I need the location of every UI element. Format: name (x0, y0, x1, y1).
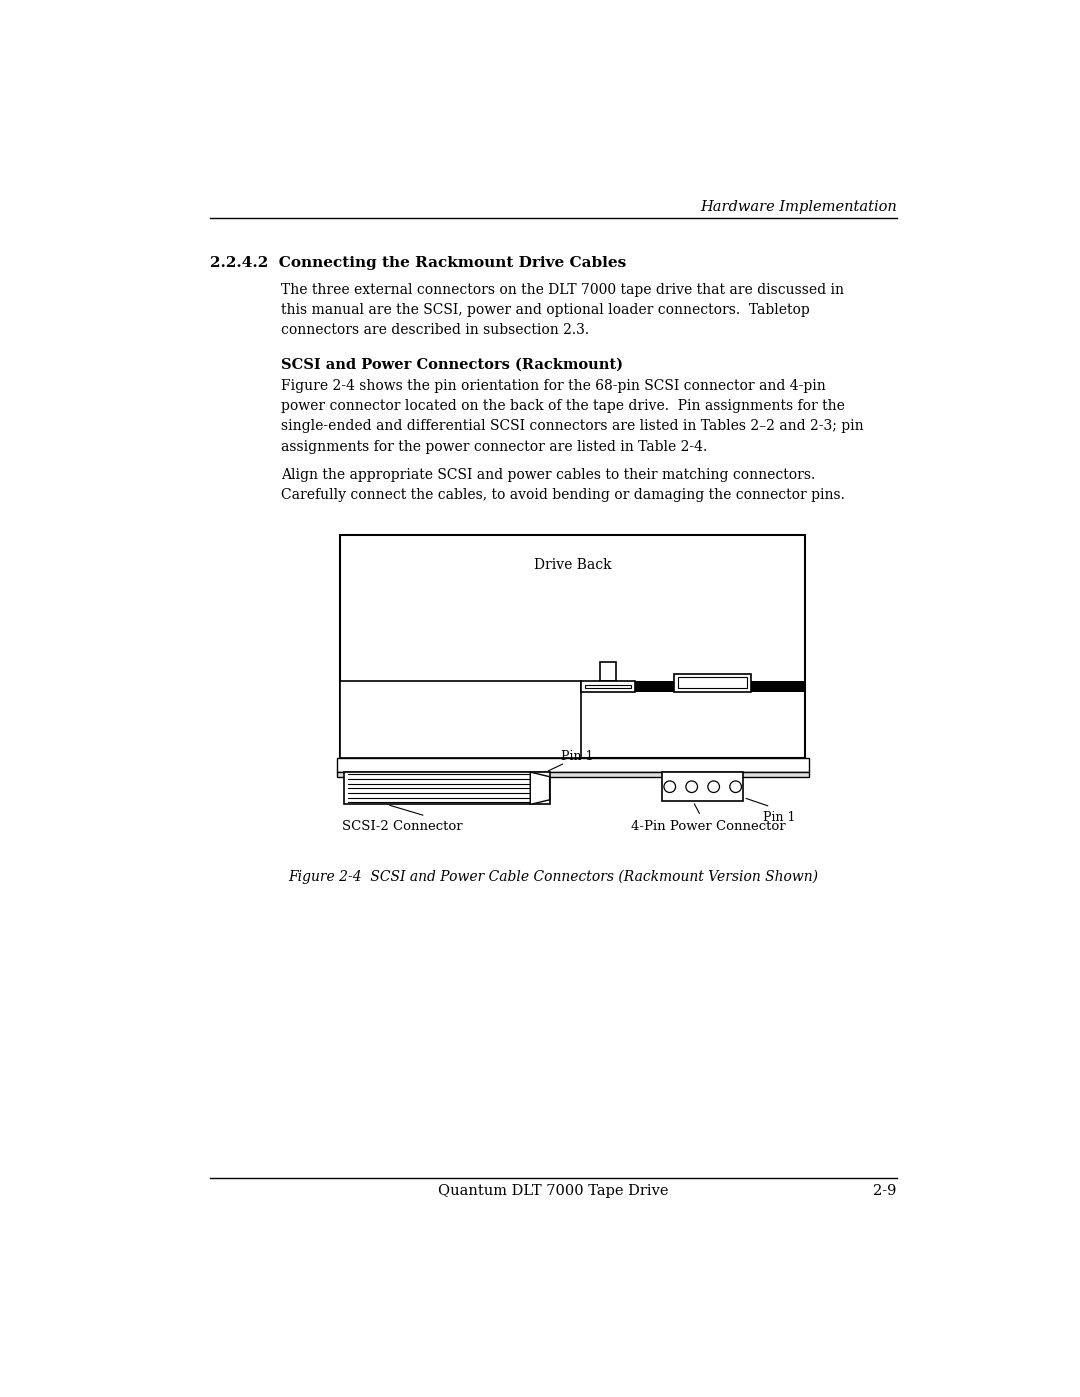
Text: SCSI-2 Connector: SCSI-2 Connector (342, 820, 462, 833)
Bar (600, 662, 616, 682)
Circle shape (730, 781, 742, 792)
Bar (662, 773, 743, 802)
Text: Pin 1: Pin 1 (762, 810, 795, 824)
Text: SCSI and Power Connectors (Rackmount): SCSI and Power Connectors (Rackmount) (282, 358, 623, 372)
Text: Hardware Implementation: Hardware Implementation (700, 200, 896, 214)
Bar (674, 673, 751, 692)
Bar (345, 773, 550, 805)
Circle shape (686, 781, 698, 792)
Text: Quantum DLT 7000 Tape Drive: Quantum DLT 7000 Tape Drive (438, 1185, 669, 1199)
Text: Pin 1: Pin 1 (562, 750, 594, 763)
Bar (677, 678, 747, 689)
Bar (340, 535, 806, 759)
Text: Figure 2-4  SCSI and Power Cable Connectors (Rackmount Version Shown): Figure 2-4 SCSI and Power Cable Connecto… (288, 870, 819, 884)
Bar (337, 773, 809, 778)
Circle shape (707, 781, 719, 792)
Circle shape (664, 781, 676, 792)
Bar (340, 682, 806, 692)
Text: Align the appropriate SCSI and power cables to their matching connectors.
Carefu: Align the appropriate SCSI and power cab… (282, 468, 846, 502)
Text: 2.2.4.2  Connecting the Rackmount Drive Cables: 2.2.4.2 Connecting the Rackmount Drive C… (211, 256, 626, 270)
Bar (340, 682, 581, 759)
Text: Drive Back: Drive Back (535, 557, 611, 571)
Text: 2-9: 2-9 (874, 1185, 896, 1199)
Bar (337, 759, 809, 773)
Polygon shape (530, 773, 550, 805)
Text: 4-Pin Power Connector: 4-Pin Power Connector (631, 820, 786, 833)
Bar (581, 682, 635, 692)
Text: Figure 2-4 shows the pin orientation for the 68-pin SCSI connector and 4-pin
pow: Figure 2-4 shows the pin orientation for… (282, 380, 864, 454)
Text: The three external connectors on the DLT 7000 tape drive that are discussed in
t: The three external connectors on the DLT… (282, 284, 845, 337)
Bar (584, 685, 631, 689)
